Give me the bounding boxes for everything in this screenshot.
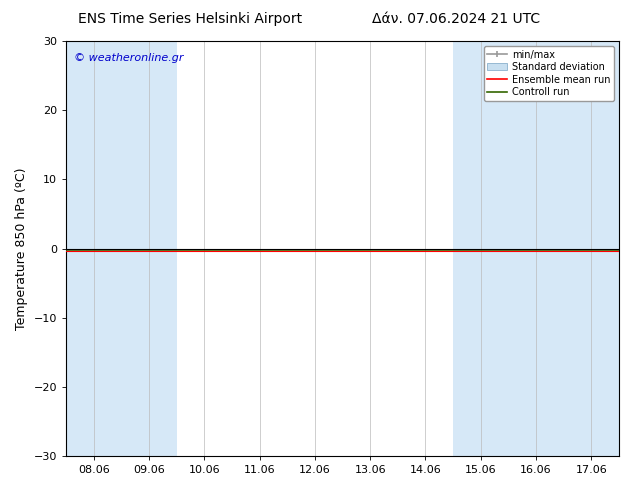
Text: ENS Time Series Helsinki Airport: ENS Time Series Helsinki Airport bbox=[78, 12, 302, 26]
Bar bbox=[453, 41, 508, 456]
Bar bbox=[66, 41, 121, 456]
Bar bbox=[564, 41, 619, 456]
Bar bbox=[508, 41, 564, 456]
Text: Δάν. 07.06.2024 21 UTC: Δάν. 07.06.2024 21 UTC bbox=[372, 12, 541, 26]
Text: © weatheronline.gr: © weatheronline.gr bbox=[74, 53, 184, 64]
Legend: min/max, Standard deviation, Ensemble mean run, Controll run: min/max, Standard deviation, Ensemble me… bbox=[484, 46, 614, 101]
Bar bbox=[121, 41, 177, 456]
Y-axis label: Temperature 850 hPa (ºC): Temperature 850 hPa (ºC) bbox=[15, 167, 28, 330]
